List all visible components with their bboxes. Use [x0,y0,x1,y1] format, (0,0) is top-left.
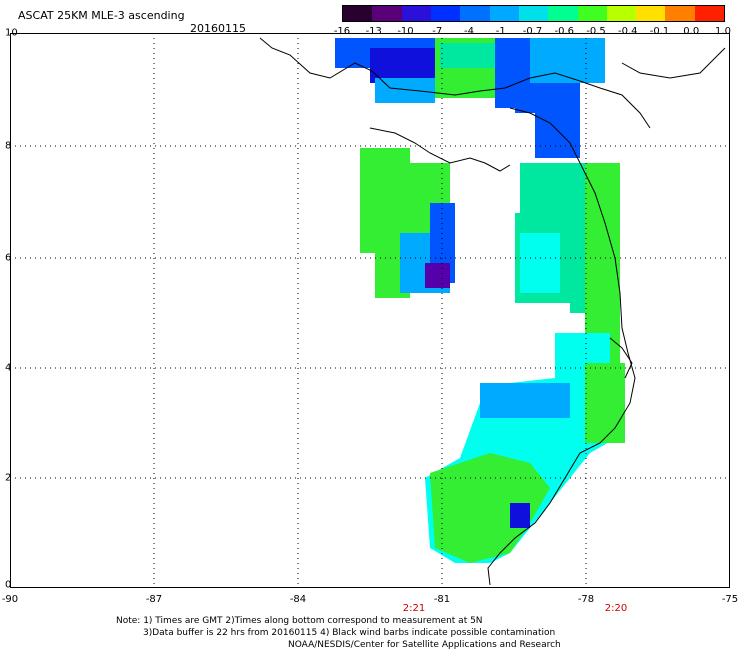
colorbar-swatch [606,6,637,21]
map-panel [10,33,730,588]
colorbar-label: -13 [365,26,382,37]
note-line-3: NOAA/NESDIS/Center for Satellite Applica… [288,640,561,650]
lon-label: -87 [145,594,163,605]
swath-cell [480,383,570,418]
colorbar-label: -4 [464,26,474,37]
swath-cell [375,78,435,103]
coastline [259,37,726,586]
colorbar [342,5,725,22]
note-line-1: Note: 1) Times are GMT 2)Times along bot… [116,616,483,626]
colorbar-swatch [430,6,461,21]
lat-label: 0 [5,579,12,591]
colorbar-label: -0.6 [554,26,575,37]
coastline-central-north [369,127,511,172]
colorbar-label: -0.1 [649,26,670,37]
pass-time: 2:21 [402,603,426,614]
colorbar-swatch [460,6,490,21]
lon-label: -81 [433,594,451,605]
wind-swaths [335,38,625,563]
swath-cell [520,233,560,293]
colorbar-labels: -16 -13 -10 -7 -4 -1 -0.7 -0.6 -0.5 -0.4 -0.1 0.0 1.… [332,26,732,38]
colorbar-label: 1.0 [715,26,731,37]
lat-label: 8 [5,140,12,152]
colorbar-label: -10 [397,26,414,37]
colorbar-swatch [489,6,519,21]
lat-lon-grid [10,33,730,588]
colorbar-swatch [343,6,373,21]
note-line-2: 3)Data buffer is 22 hrs from 20160115 4)… [143,628,556,638]
lat-label: 6 [5,252,12,264]
colorbar-swatch [665,6,695,21]
lat-label: 2 [5,472,12,484]
colorbar-label: -0.7 [522,26,543,37]
lat-label: 10 [5,27,18,39]
colorbar-swatch [636,6,666,21]
colorbar-swatch [518,6,549,21]
lon-label: -78 [577,594,595,605]
swath-cell [585,163,620,363]
colorbar-swatch [401,6,431,21]
colorbar-label: -0.4 [617,26,638,37]
coastline-south [487,107,636,586]
colorbar-swatch [694,6,725,21]
colorbar-label: -16 [333,26,351,37]
colorbar-swatch [548,6,578,21]
coastline-cuba [621,47,726,79]
swath-cell [425,263,450,288]
swath-cell [585,363,625,443]
swath-cell [370,48,435,83]
coastline-panama [609,337,633,379]
lon-label: -84 [289,594,307,605]
lat-label: 4 [5,362,12,374]
chart-title: ASCAT 25KM MLE-3 ascending [18,9,185,22]
lon-label: -75 [721,594,739,605]
colorbar-label: 0.0 [683,26,700,37]
swath-cell [510,503,530,528]
date-label: 20160115 [190,22,246,35]
coastline-north [259,37,651,129]
lon-label: -90 [1,594,19,605]
colorbar-label: -7 [432,26,443,37]
pass-time: 2:20 [604,603,628,614]
colorbar-swatch [372,6,402,21]
colorbar-swatch [577,6,607,21]
colorbar-label: -0.5 [586,26,606,37]
swath-cell [440,43,500,68]
map-frame [10,33,730,588]
swath-south-green [430,453,550,563]
colorbar-label: -1 [495,26,506,37]
